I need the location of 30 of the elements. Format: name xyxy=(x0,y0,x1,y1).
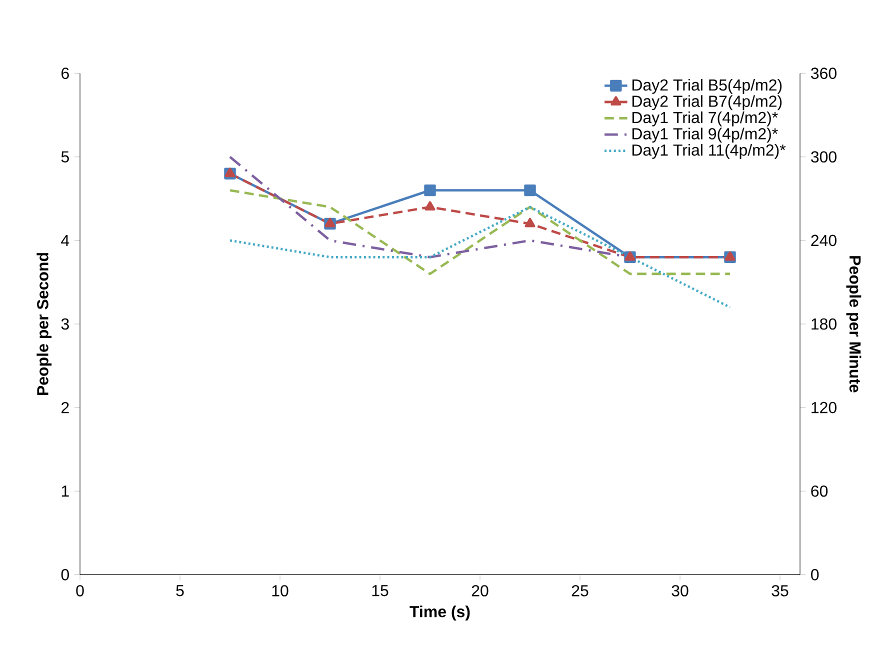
y2-tick-label: 180 xyxy=(812,318,836,330)
x-tick-label: 15 xyxy=(372,585,388,596)
y2-tick-label: 240 xyxy=(811,234,836,246)
x-tick-label: 30 xyxy=(672,585,688,597)
x-axis-title: Time (s) xyxy=(410,606,470,621)
y-tick-label: 0 xyxy=(61,569,69,580)
legend-label: Day1 Trial 9(4p/m2)* xyxy=(632,128,778,143)
y-tick-label: 3 xyxy=(61,318,69,330)
x-tick-label: 35 xyxy=(772,585,788,597)
x-tick-label: 0 xyxy=(76,585,84,597)
x-tick-label: 25 xyxy=(572,585,588,597)
y2-axis-title: People per Minute xyxy=(846,256,862,392)
legend-label: Day2 Trial B5(4p/m2) xyxy=(632,79,782,94)
y2-tick-label: 120 xyxy=(812,402,836,414)
y2-tick-label: 60 xyxy=(811,486,828,497)
x-tick-label: 5 xyxy=(176,585,184,596)
y-tick-label: 2 xyxy=(61,402,69,414)
y2-tick-label: 0 xyxy=(811,569,819,580)
y2-tick-label: 360 xyxy=(811,68,836,80)
y-tick-label: 4 xyxy=(61,235,70,246)
x-tick-label: 10 xyxy=(272,585,288,597)
legend-label: Day2 Trial B7(4p/m2) xyxy=(632,95,782,110)
y-tick-label: 6 xyxy=(62,68,69,80)
y-axis-title: People per Second xyxy=(36,253,52,396)
y-tick-label: 5 xyxy=(61,151,69,163)
y-tick-label: 1 xyxy=(62,486,69,497)
y2-tick-label: 300 xyxy=(811,151,836,163)
legend-label: Day1 Trial 11(4p/m2)* xyxy=(632,144,786,160)
legend-label: Day1 Trial 7(4p/m2)* xyxy=(632,112,778,127)
x-tick-label: 20 xyxy=(472,585,488,597)
